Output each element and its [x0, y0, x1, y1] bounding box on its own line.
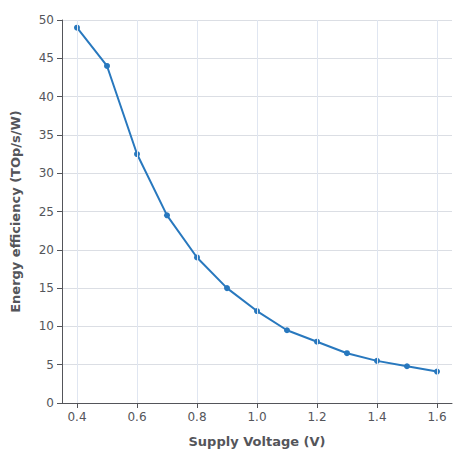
svg-text:1.4: 1.4 — [367, 410, 386, 424]
svg-text:15: 15 — [39, 281, 54, 295]
svg-text:0.6: 0.6 — [127, 410, 146, 424]
svg-text:Energy efficiency (TOp/s/W): Energy efficiency (TOp/s/W) — [8, 110, 23, 313]
svg-text:40: 40 — [39, 90, 54, 104]
svg-text:35: 35 — [39, 128, 54, 142]
svg-text:5: 5 — [46, 358, 54, 372]
svg-text:0.8: 0.8 — [187, 410, 206, 424]
svg-text:1.2: 1.2 — [307, 410, 326, 424]
svg-text:0: 0 — [46, 396, 54, 410]
svg-text:10: 10 — [39, 319, 54, 333]
svg-text:20: 20 — [39, 243, 54, 257]
svg-text:1.0: 1.0 — [247, 410, 266, 424]
svg-text:45: 45 — [39, 51, 54, 65]
svg-text:30: 30 — [39, 166, 54, 180]
svg-text:25: 25 — [39, 205, 54, 219]
svg-text:Supply Voltage (V): Supply Voltage (V) — [188, 434, 325, 449]
svg-text:1.6: 1.6 — [427, 410, 446, 424]
svg-text:50: 50 — [39, 13, 54, 27]
svg-text:0.4: 0.4 — [67, 410, 86, 424]
